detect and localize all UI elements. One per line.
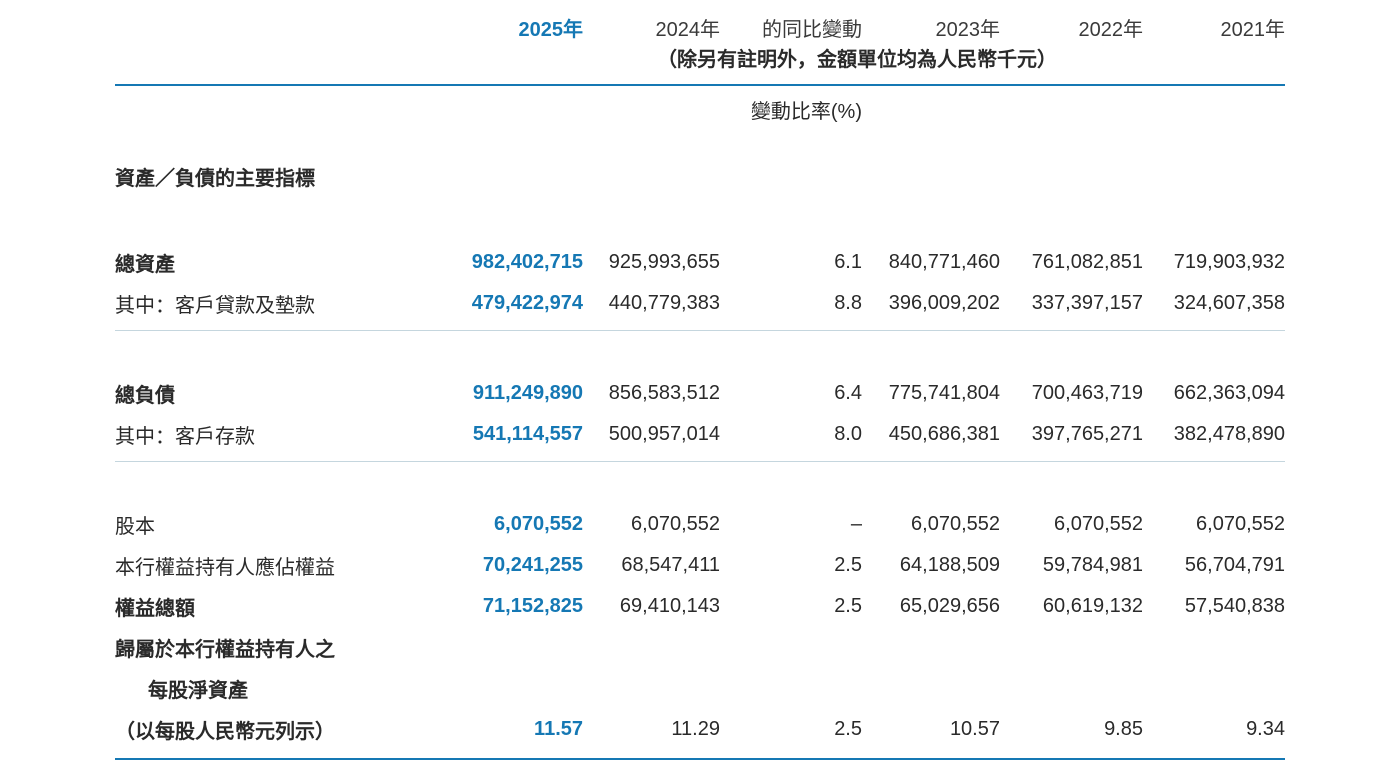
cell-2023: 840,771,460 [888, 251, 1000, 273]
cell-2025: 982,402,715 [471, 251, 583, 273]
row-label: 總資產 [115, 254, 175, 276]
cell-change: 6.1 [834, 251, 862, 273]
cell-change: 8.8 [834, 292, 862, 314]
cell-2021: 9.34 [1246, 718, 1285, 740]
cell-2023: 450,686,381 [888, 423, 1000, 445]
table-row-total-liabilities: 總負債 911,249,890 856,583,512 6.4 775,741,… [115, 373, 1285, 414]
table-row-nav-per-share-values: （以每股人民幣元列示） 11.57 11.29 2.5 10.57 9.85 9… [115, 709, 1285, 750]
cell-2022: 700,463,719 [1031, 382, 1143, 404]
cell-2021: 719,903,932 [1173, 251, 1285, 273]
cell-2024: 69,410,143 [619, 595, 720, 617]
cell-2024: 68,547,411 [621, 554, 720, 576]
cell-2025: 11.57 [534, 718, 583, 740]
cell-2022: 6,070,552 [1054, 513, 1143, 535]
cell-change: 2.5 [834, 595, 862, 617]
cell-2024: 856,583,512 [608, 382, 720, 404]
cell-2025: 71,152,825 [482, 595, 583, 617]
table-row-equity-attributable: 本行權益持有人應佔權益 70,241,255 68,547,411 2.5 64… [115, 545, 1285, 586]
table-row-customer-deposits: 其中：客戶存款 541,114,557 500,957,014 8.0 450,… [115, 414, 1285, 455]
row-label: 股本 [115, 516, 155, 538]
table-row-share-capital: 股本 6,070,552 6,070,552 – 6,070,552 6,070… [115, 504, 1285, 545]
header-2025: 2025年 [518, 18, 584, 41]
cell-2021: 382,478,890 [1173, 423, 1285, 445]
row-label: 其中：客戶存款 [115, 426, 255, 448]
cell-2024: 440,779,383 [608, 292, 720, 314]
table-row-customer-loans: 其中：客戶貸款及墊款 479,422,974 440,779,383 8.8 3… [115, 283, 1285, 324]
currency-note: （除另有註明外，金額單位均為人民幣千元） [657, 49, 1057, 71]
cell-change: 6.4 [834, 382, 862, 404]
cell-2022: 337,397,157 [1031, 292, 1143, 314]
cell-2021: 662,363,094 [1173, 382, 1285, 404]
header-2023: 2023年 [935, 18, 1001, 41]
cell-2022: 9.85 [1104, 718, 1143, 740]
cell-2025: 541,114,557 [472, 423, 583, 445]
header-2021: 2021年 [1220, 18, 1286, 41]
cell-2025: 479,422,974 [471, 292, 583, 314]
row-label: 總負債 [115, 385, 175, 407]
header-2022: 2022年 [1078, 18, 1144, 41]
cell-2021: 57,540,838 [1184, 595, 1285, 617]
table-row-nav-per-share-caption-2: 每股淨資產 [115, 668, 1285, 709]
cell-2024: 6,070,552 [631, 513, 720, 535]
cell-2021: 324,607,358 [1173, 292, 1285, 314]
cell-2023: 10.57 [949, 718, 1000, 740]
header-2024: 2024年 [655, 18, 721, 41]
row-label: 本行權益持有人應佔權益 [115, 557, 335, 579]
cell-change: 2.5 [834, 554, 862, 576]
table-header-row: 2025年 2024年 的同比變動 2023年 2022年 2021年 [115, 10, 1286, 44]
cell-2022: 397,765,271 [1031, 423, 1143, 445]
cell-2025: 70,241,255 [482, 554, 583, 576]
divider [115, 330, 1285, 331]
row-gap [115, 462, 1285, 504]
cell-change: 2.5 [834, 718, 862, 740]
cell-2025: 6,070,552 [494, 513, 583, 535]
cell-2021: 56,704,791 [1184, 554, 1285, 576]
cell-2021: 6,070,552 [1196, 513, 1285, 535]
row-label: 歸屬於本行權益持有人之 [115, 639, 335, 661]
cell-2025: 911,249,890 [472, 382, 583, 404]
cell-change: 8.0 [834, 423, 862, 445]
row-gap [115, 331, 1285, 373]
cell-2024: 925,993,655 [608, 251, 720, 273]
financial-table: 2025年 2024年 的同比變動 2023年 2022年 2021年 （除另有… [115, 10, 1285, 760]
table-row-total-assets: 總資產 982,402,715 925,993,655 6.1 840,771,… [115, 242, 1285, 283]
subheader-row: 變動比率(%) [115, 94, 1285, 124]
footer-rule [115, 758, 1285, 760]
divider [115, 461, 1285, 462]
row-label: 其中：客戶貸款及墊款 [115, 295, 315, 317]
cell-2024: 11.29 [671, 718, 720, 740]
cell-2022: 761,082,851 [1031, 251, 1143, 273]
cell-2023: 775,741,804 [888, 382, 1000, 404]
header-rule [115, 84, 1285, 86]
cell-2023: 396,009,202 [888, 292, 1000, 314]
cell-2023: 64,188,509 [899, 554, 1000, 576]
cell-2024: 500,957,014 [608, 423, 720, 445]
table-row-total-equity: 權益總額 71,152,825 69,410,143 2.5 65,029,65… [115, 586, 1285, 627]
cell-2022: 60,619,132 [1042, 595, 1143, 617]
cell-2023: 65,029,656 [899, 595, 1000, 617]
cell-change: – [850, 513, 862, 535]
table-row-nav-per-share-caption-1: 歸屬於本行權益持有人之 [115, 627, 1285, 668]
change-ratio-label: 變動比率(%) [750, 100, 862, 123]
section-title: 資產／負債的主要指標 [115, 168, 315, 190]
cell-2023: 6,070,552 [911, 513, 1000, 535]
row-label: （以每股人民幣元列示） [115, 721, 335, 743]
row-label: 每股淨資產 [148, 680, 248, 702]
cell-2022: 59,784,981 [1042, 554, 1143, 576]
row-label: 權益總額 [115, 598, 195, 620]
header-change: 的同比變動 [762, 18, 862, 41]
